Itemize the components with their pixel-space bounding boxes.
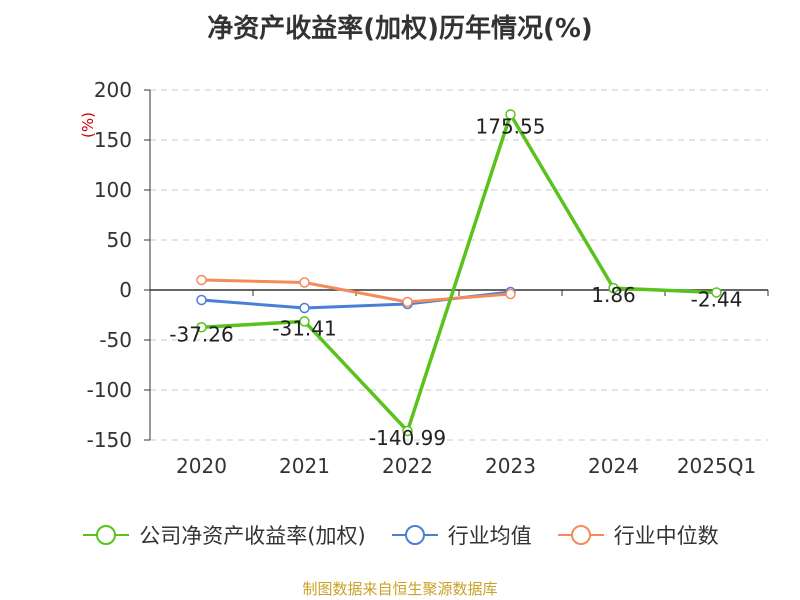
y-tick-label: -150 — [87, 428, 132, 452]
data-point — [711, 287, 722, 298]
data-point — [402, 425, 413, 437]
legend-item[interactable]: 行业均值 — [390, 520, 532, 550]
x-tick-label: 2020 — [176, 454, 227, 478]
data-point — [299, 316, 310, 327]
grid-lines — [150, 89, 768, 441]
legend-swatch — [557, 525, 604, 545]
source-note: 制图数据来自恒生聚源数据库 — [302, 580, 498, 598]
data-point — [196, 294, 207, 306]
data-point — [505, 109, 516, 120]
y-tick-label: 50 — [107, 228, 132, 252]
y-tick-label: -100 — [87, 378, 132, 402]
series-line — [201, 278, 511, 304]
data-label: 175.55 — [476, 114, 546, 138]
legend-item[interactable]: 行业中位数 — [556, 520, 719, 550]
series-lines — [201, 112, 717, 433]
data-point — [299, 302, 310, 314]
chart-title: 净资产收益率(加权)历年情况(%) — [207, 14, 593, 44]
y-unit-label: (%) — [79, 112, 97, 138]
data-label: -2.44 — [691, 287, 743, 311]
legend: 公司净资产收益率(加权) 行业均值 行业中位数 — [0, 520, 800, 550]
data-label: 1.86 — [591, 283, 636, 307]
data-point — [402, 296, 413, 308]
y-tick-label: 200 — [94, 78, 132, 102]
legend-marker — [404, 525, 425, 545]
y-tick-label: -50 — [99, 328, 132, 352]
data-label: -37.26 — [169, 322, 233, 346]
y-tick-label: 100 — [94, 178, 132, 202]
x-tick-label: 2025Q1 — [677, 454, 756, 478]
x-tick-label: 2024 — [588, 454, 639, 478]
x-tick-label: 2022 — [382, 454, 433, 478]
data-point — [196, 274, 207, 286]
data-point — [196, 322, 207, 333]
x-tick-label: 2021 — [279, 454, 330, 478]
data-point — [505, 288, 516, 300]
series-points — [196, 109, 722, 437]
y-tick-label: 150 — [94, 128, 132, 152]
legend-label: 公司净资产收益率(加权) — [139, 524, 366, 548]
data-point — [608, 282, 619, 294]
data-labels: -37.26 -31.41 -140.99 175.55 1.86 -2.44 — [169, 114, 742, 450]
legend-label: 行业均值 — [447, 524, 532, 548]
series-line — [201, 112, 717, 433]
y-tick-labels: 200 150 100 50 0 -50 -100 -150 — [87, 78, 132, 452]
legend-swatch — [391, 525, 438, 545]
axes — [144, 89, 769, 441]
data-label: -31.41 — [272, 316, 336, 340]
legend-item[interactable]: 公司净资产收益率(加权) — [81, 520, 366, 550]
y-tick-label: 0 — [119, 278, 132, 302]
data-point — [299, 277, 310, 288]
x-tick-labels: 2020 2021 2022 2023 2024 2025Q1 — [176, 454, 756, 478]
data-label: -140.99 — [369, 426, 446, 450]
legend-marker — [570, 525, 591, 545]
legend-marker — [96, 525, 117, 545]
x-tick-label: 2023 — [485, 454, 536, 478]
legend-swatch — [83, 525, 130, 545]
legend-label: 行业中位数 — [613, 524, 719, 548]
